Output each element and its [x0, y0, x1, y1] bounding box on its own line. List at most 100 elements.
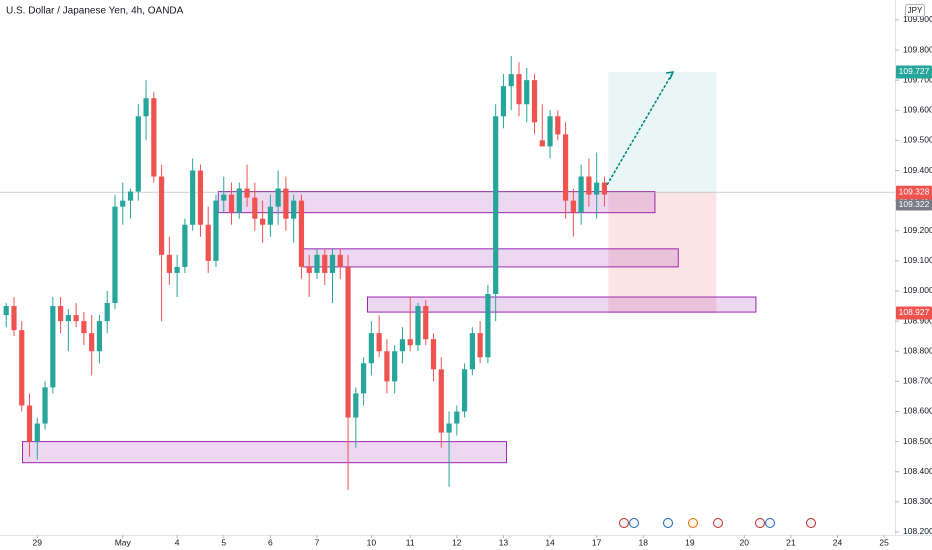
event-icon	[765, 518, 775, 528]
candle-body	[57, 306, 64, 322]
candle-body	[562, 134, 569, 201]
candle-body	[508, 74, 514, 87]
candle-body	[368, 333, 374, 364]
currency-box	[905, 4, 925, 17]
candle-body	[461, 369, 468, 412]
candle-body	[298, 200, 305, 267]
candle-body	[539, 140, 545, 147]
candle-body	[360, 363, 367, 394]
supply-demand-zone	[22, 441, 508, 464]
event-icon	[629, 518, 639, 528]
projection-arrow	[606, 71, 674, 185]
x-tick-label: 12	[452, 537, 462, 547]
target-zone	[608, 71, 717, 193]
candle-body	[205, 224, 211, 261]
candle-body	[120, 200, 126, 207]
candle-body	[34, 423, 40, 442]
x-tick-label: 21	[786, 537, 796, 547]
event-icon	[688, 518, 698, 528]
candle-body	[236, 188, 242, 213]
candle-body	[555, 116, 561, 135]
candle-body	[81, 321, 87, 334]
candle-body	[407, 339, 413, 346]
candle-body	[392, 351, 398, 382]
candle-body	[446, 423, 452, 433]
candle-body	[112, 206, 118, 304]
x-tick-label: 13	[499, 537, 509, 547]
candle-body	[570, 200, 576, 213]
event-icon	[619, 518, 629, 528]
candle-body	[353, 393, 359, 418]
x-tick-label: 7	[315, 537, 320, 547]
y-tick-label: 109.600	[903, 105, 932, 115]
candle-body	[73, 315, 79, 322]
candle-body	[306, 266, 312, 273]
candle-body	[96, 321, 103, 352]
stop-price-label: 108.927	[899, 307, 930, 317]
candle-body	[314, 254, 320, 273]
candle-body	[454, 411, 460, 424]
x-tick-label: 19	[685, 537, 695, 547]
x-tick-label: 10	[367, 537, 377, 547]
candle-body	[415, 306, 421, 346]
candle-body	[252, 197, 258, 219]
y-tick-label: 108.600	[903, 406, 932, 416]
candle-body	[384, 351, 390, 382]
candle-body	[291, 200, 297, 219]
y-tick-label: 108.500	[903, 436, 932, 446]
candle-body	[493, 116, 499, 295]
axes: 108.200 108.300 108.400 108.500 108.600 108.7…	[33, 14, 932, 547]
candle-body	[547, 116, 553, 147]
event-icon	[663, 518, 673, 528]
candle-body	[174, 266, 180, 273]
candle-body	[329, 254, 336, 273]
candle-body	[127, 191, 134, 201]
candle-body	[594, 182, 600, 195]
candle-body	[50, 306, 56, 388]
candle-body	[3, 306, 9, 316]
candle-body	[65, 315, 71, 322]
candle-body	[143, 98, 149, 117]
candle-body	[376, 333, 382, 352]
candle-body	[135, 116, 141, 192]
event-icon	[755, 518, 765, 528]
last-price-label-box	[896, 185, 932, 199]
candle-body	[151, 98, 157, 177]
y-tick-label: 109.800	[903, 44, 932, 54]
candle-body	[322, 254, 328, 273]
candle-body	[228, 194, 235, 213]
candle-body	[430, 339, 437, 370]
candle-body	[267, 206, 273, 225]
candle-body	[166, 254, 172, 273]
currency-label: JPY	[908, 6, 923, 15]
candle-body	[197, 170, 204, 225]
candle-body	[89, 333, 95, 352]
candle-body	[221, 194, 227, 201]
x-tick-label: 14	[545, 537, 555, 547]
x-tick-label: May	[115, 537, 132, 547]
y-tick-label: 108.200	[903, 526, 932, 536]
x-tick-label: 6	[268, 537, 273, 547]
bid-price-label: 109.322	[899, 199, 930, 209]
supply-demand-zone	[366, 296, 757, 313]
candle-body	[477, 333, 483, 358]
y-tick-label: 109.500	[903, 135, 932, 145]
candle-body	[500, 86, 507, 117]
x-tick-label: 5	[221, 537, 226, 547]
candle-body	[423, 306, 429, 340]
event-icon	[806, 518, 816, 528]
y-tick-label: 109.200	[903, 225, 932, 235]
candle-body	[337, 254, 343, 267]
candle-body	[399, 339, 406, 352]
candle-body	[244, 188, 250, 198]
candle-body	[275, 188, 281, 207]
candle-body	[182, 224, 188, 267]
candle-body	[158, 176, 165, 255]
event-icon	[713, 518, 723, 528]
candle-body	[586, 176, 592, 195]
candle-body	[104, 303, 110, 322]
candle-body	[283, 188, 289, 219]
